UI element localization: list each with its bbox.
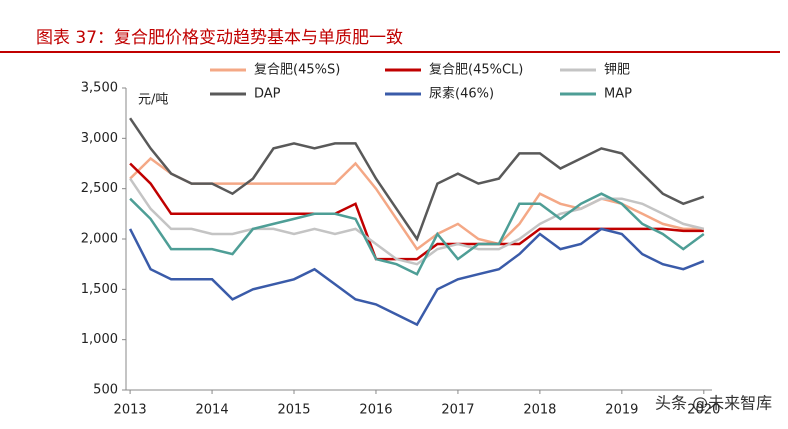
series-line [129, 117, 705, 242]
y-tick-label: 1,000 [81, 332, 118, 347]
x-tick-label: 2015 [277, 403, 310, 418]
series-line [128, 227, 705, 327]
series-line [129, 192, 705, 276]
series-line [129, 156, 704, 251]
x-tick-label: 2020 [687, 403, 720, 418]
chart-title: 图表 37：复合肥价格变动趋势基本与单质肥一致 [36, 28, 403, 48]
x-tick-label: 2016 [359, 403, 392, 418]
series-line [129, 177, 705, 266]
watermark: 头条 @未来智库 [655, 394, 772, 413]
series-line [129, 162, 704, 261]
legend-label: MAP [604, 87, 632, 102]
x-tick-label: 2014 [196, 403, 229, 418]
x-tick-label: 2018 [523, 403, 556, 418]
unit-label: 元/吨 [138, 93, 168, 108]
y-tick-label: 2,000 [81, 232, 118, 247]
y-tick-label: 1,500 [81, 282, 118, 297]
y-tick-label: 500 [93, 383, 118, 398]
legend-label: 复合肥(45%S) [254, 63, 340, 78]
legend-label: 钾肥 [604, 63, 630, 78]
x-tick-label: 2013 [114, 403, 147, 418]
x-tick-label: 2019 [605, 403, 638, 418]
x-tick-label: 2017 [441, 403, 474, 418]
y-tick-label: 2,500 [81, 181, 118, 196]
legend-label: 复合肥(45%CL) [429, 63, 523, 78]
legend-label: 尿素(46%) [429, 87, 494, 102]
legend-label: DAP [254, 87, 281, 102]
y-tick-label: 3,500 [81, 81, 118, 96]
y-tick-label: 3,000 [81, 131, 118, 146]
